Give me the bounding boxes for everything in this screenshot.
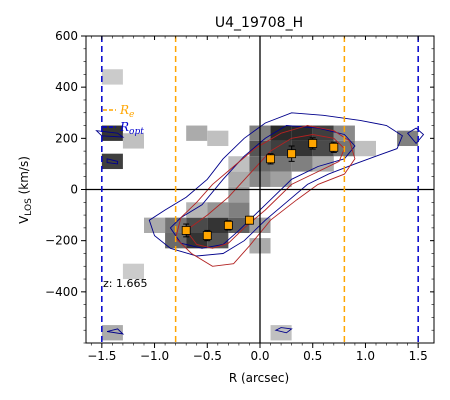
pixel-cell xyxy=(186,217,208,233)
contour-small xyxy=(106,158,119,165)
contour-small xyxy=(106,328,125,335)
pixel-cell xyxy=(354,140,376,157)
x-axis-label: R (arcsec) xyxy=(229,371,289,385)
y-tick-label: 400 xyxy=(55,80,78,94)
data-point xyxy=(245,215,254,225)
x-tick-label: 1.5 xyxy=(409,349,428,363)
data-point xyxy=(202,231,212,240)
pixel-cell xyxy=(101,153,123,170)
legend-label: Ropt xyxy=(119,120,144,137)
pixel-cell xyxy=(397,130,419,147)
pixel-cell xyxy=(291,140,313,157)
y-tick-label: 200 xyxy=(55,131,78,145)
y-tick-label: 600 xyxy=(55,29,78,43)
pixel-cell xyxy=(207,202,229,218)
pixel-cell xyxy=(122,263,144,280)
pixel-cell xyxy=(228,186,250,203)
pixel-cell xyxy=(270,325,292,341)
pixel-cell xyxy=(312,140,334,157)
legend-label: Re xyxy=(119,103,134,120)
pixel-cell xyxy=(270,171,292,187)
y-tick-label: 0 xyxy=(70,183,78,197)
pixel-cell xyxy=(186,202,208,218)
plot-area: −1.5 −1.0 −0.5 0.0 0.5 1.0 1.5 −400 −200 0 200 400 6… xyxy=(45,29,435,363)
x-tick-label: −1.5 xyxy=(87,349,116,363)
contour-small xyxy=(274,327,293,334)
x-tick-label: 0.0 xyxy=(250,349,269,363)
pixel-cell xyxy=(270,156,292,172)
pixel-cell xyxy=(207,130,229,147)
x-tick-label: −0.5 xyxy=(193,349,222,363)
pixel-cell xyxy=(165,217,187,233)
x-tick-label: 0.5 xyxy=(303,349,322,363)
contour-red-outer xyxy=(175,125,356,267)
y-axis-label: VLOS (km/s) xyxy=(17,156,34,224)
data-point xyxy=(329,142,339,152)
pixel-cell xyxy=(101,69,123,85)
contour-red-inner xyxy=(185,134,345,249)
y-axis-label-unit: (km/s) xyxy=(17,156,31,198)
pixel-cell xyxy=(228,202,250,218)
pixel-cell xyxy=(312,156,334,172)
pixel-cell xyxy=(207,217,229,233)
pixel-cell xyxy=(333,125,355,141)
y-axis-label-sub: LOS xyxy=(24,198,34,216)
data-point xyxy=(287,149,297,159)
data-point xyxy=(181,226,191,235)
y-axis-label-main: V xyxy=(17,215,31,224)
data-point xyxy=(223,220,233,230)
data-point xyxy=(266,154,275,164)
x-tick-label: 1.0 xyxy=(356,349,375,363)
contour-outer xyxy=(148,112,403,257)
pixel-cell xyxy=(228,217,250,233)
pixel-cell xyxy=(228,171,250,187)
data-point xyxy=(308,139,318,148)
y-tick-label: −200 xyxy=(45,234,78,248)
pixel-cell xyxy=(144,217,166,233)
pixel-cell xyxy=(270,140,292,157)
x-tick-label: −1.0 xyxy=(140,349,169,363)
contour-small xyxy=(406,127,425,145)
chart-title: U4_19708_H xyxy=(215,15,303,31)
y-tick-label: −400 xyxy=(45,285,78,299)
pixel-cell xyxy=(122,133,144,149)
pixel-cell xyxy=(228,156,250,172)
contour-small xyxy=(95,130,125,138)
pixel-cell xyxy=(186,125,208,141)
pixel-cell xyxy=(291,156,313,172)
redshift-annotation: z: 1.665 xyxy=(103,277,147,290)
